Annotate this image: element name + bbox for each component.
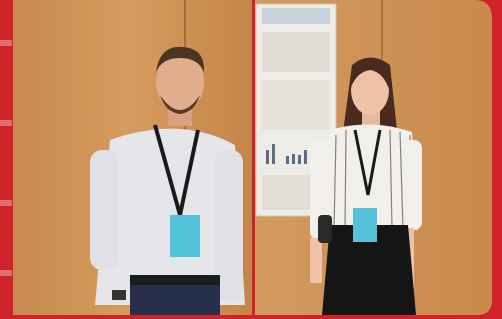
badge	[170, 215, 200, 257]
right-photo	[255, 0, 492, 315]
left-photo	[13, 0, 252, 315]
badge	[353, 208, 377, 242]
photo-collage	[0, 0, 502, 319]
page	[0, 0, 502, 319]
